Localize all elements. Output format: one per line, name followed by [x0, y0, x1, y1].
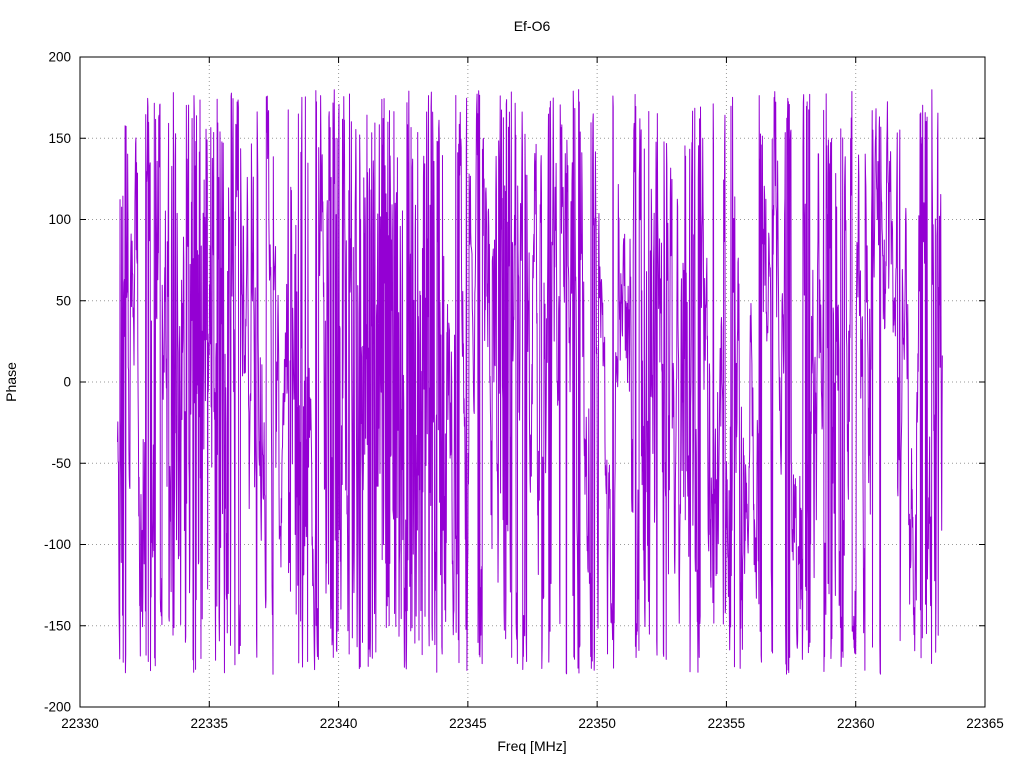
series-layer [116, 89, 943, 675]
y-axis-title: Phase [3, 362, 19, 402]
phase-series-path [116, 89, 943, 675]
y-tick-label: 100 [48, 212, 71, 227]
x-axis-title: Freq [MHz] [497, 738, 566, 754]
x-tick-label: 22340 [320, 716, 358, 731]
x-tick-label: 22360 [837, 716, 875, 731]
chart-title: Ef-O6 [514, 18, 551, 34]
label-layer: 22330 22335 22340 22345 22350 22355 22360 22365… [44, 50, 1004, 732]
y-tick-label: 0 [63, 375, 71, 390]
y-tick-label: 150 [48, 131, 71, 146]
y-tick-label: -150 [44, 618, 71, 633]
x-tick-label: 22355 [708, 716, 746, 731]
y-tick-label: -50 [51, 456, 71, 471]
x-tick-label: 22350 [578, 716, 616, 731]
x-tick-label: 22335 [191, 716, 229, 731]
x-tick-label: 22365 [966, 716, 1004, 731]
y-tick-label: -200 [44, 700, 71, 715]
tick-layer [79, 56, 986, 708]
y-tick-label: 50 [56, 293, 71, 308]
x-tick-label: 22345 [449, 716, 487, 731]
x-tick-label: 22330 [61, 716, 99, 731]
y-tick-label: 200 [48, 50, 71, 65]
y-tick-label: -100 [44, 537, 71, 552]
